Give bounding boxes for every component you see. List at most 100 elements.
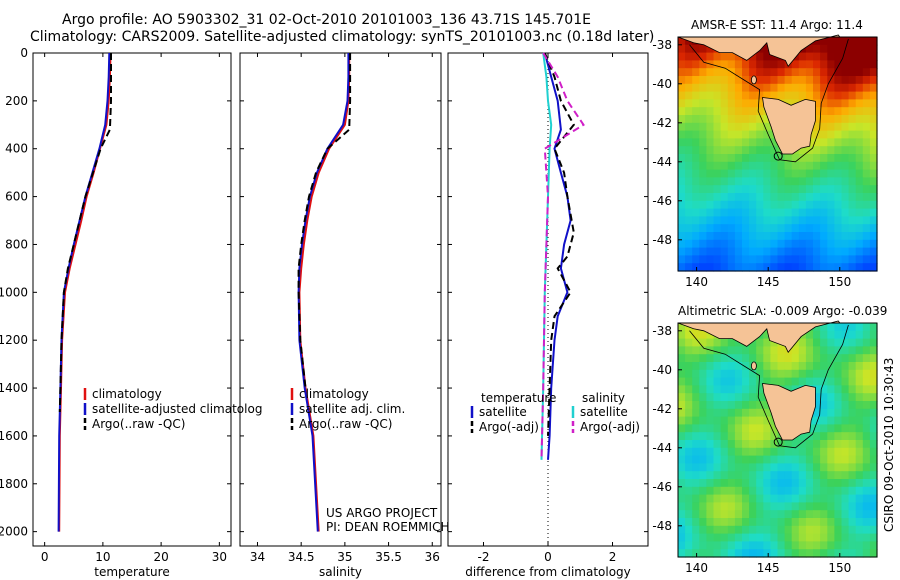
map-cell <box>848 115 857 124</box>
map-cell <box>692 338 700 347</box>
map-cell <box>692 401 700 410</box>
map-cell <box>720 185 729 194</box>
map-cell <box>855 393 864 402</box>
map-cell <box>805 525 814 535</box>
map-cell <box>813 525 821 535</box>
map-cell <box>855 146 864 155</box>
map-cell <box>720 255 729 264</box>
map-cell <box>756 263 764 272</box>
map-cell <box>706 247 715 256</box>
map-cell <box>763 510 771 519</box>
map-cell <box>727 502 736 511</box>
map-cell <box>862 338 871 347</box>
map-cell <box>805 193 814 202</box>
map-cell <box>685 255 693 264</box>
map-cell <box>791 76 800 85</box>
map-cell <box>834 193 843 202</box>
map-cell <box>713 60 722 69</box>
map-cell <box>791 463 800 472</box>
map-cell <box>706 541 715 550</box>
map-cell <box>756 107 764 116</box>
map-cell <box>706 232 715 241</box>
map-cell <box>692 107 700 116</box>
map-cell <box>727 432 736 441</box>
map-cell <box>798 338 807 347</box>
map-cell <box>841 416 850 425</box>
map-cell <box>763 502 771 511</box>
map-cell <box>692 169 700 178</box>
map-cell <box>692 330 700 340</box>
map-cell <box>706 44 715 54</box>
map-cell <box>855 549 864 558</box>
map-cell <box>798 432 807 441</box>
map-cell <box>685 393 693 402</box>
map-cell <box>734 385 743 394</box>
map-cell <box>848 479 857 488</box>
map-cell <box>777 239 786 249</box>
map-cell <box>784 193 793 202</box>
map-cell <box>869 416 878 425</box>
map-cell <box>727 224 736 233</box>
map-cell <box>763 68 771 77</box>
map-cell <box>791 91 800 100</box>
map-cell <box>685 463 693 472</box>
map-cell <box>763 424 771 433</box>
map-cell <box>813 138 821 147</box>
map-cell <box>841 208 850 217</box>
map-cell <box>727 510 736 519</box>
map-cell <box>777 502 786 511</box>
map-cell <box>742 83 750 93</box>
legend-label: satellite-adjusted climatolog <box>92 402 262 416</box>
map-cell <box>749 369 757 379</box>
map-cell <box>869 455 878 464</box>
map-cell <box>734 255 743 264</box>
map-cell <box>685 146 693 155</box>
map-cell <box>720 471 729 480</box>
map-cell <box>820 525 828 535</box>
map-cell <box>742 169 750 178</box>
map-cell <box>770 486 779 496</box>
map-cell <box>798 494 807 503</box>
map-cell <box>805 369 814 379</box>
map-cell <box>869 440 878 449</box>
map-cell <box>805 362 814 371</box>
map-cell <box>706 130 715 139</box>
map-cell <box>756 232 764 241</box>
map-cell <box>784 200 793 210</box>
map-cell <box>720 91 729 100</box>
map-cell <box>734 169 743 178</box>
map-cell <box>763 130 771 139</box>
map-cell <box>699 549 707 558</box>
map-cell <box>763 455 771 464</box>
map-cell <box>692 393 700 402</box>
map-cell <box>770 208 779 217</box>
map-cell <box>869 330 878 340</box>
map-cell <box>827 99 835 108</box>
map-cell <box>692 255 700 264</box>
depth-tick-label: 1000 <box>0 285 28 299</box>
map-cell <box>756 377 764 386</box>
map-cell <box>713 338 722 347</box>
map-cell <box>841 185 850 194</box>
map-cell <box>827 338 835 347</box>
series-line-1-2 <box>297 53 352 389</box>
map-cell <box>720 424 729 433</box>
map-cell <box>798 510 807 519</box>
plot-frame-2 <box>447 52 649 547</box>
map-cell <box>692 502 700 511</box>
map-cell <box>699 338 707 347</box>
map-cell <box>848 130 857 139</box>
map-cell <box>749 432 757 441</box>
map-cell <box>805 76 814 85</box>
map-cell <box>727 239 736 249</box>
map-cell <box>678 369 686 379</box>
map-cell <box>706 408 715 418</box>
annotation-line: US ARGO PROJECT <box>326 506 438 520</box>
map-cell <box>820 479 828 488</box>
map-cell <box>827 494 835 503</box>
map-cell <box>813 518 821 527</box>
map-cell <box>784 533 793 542</box>
map-cell <box>827 161 835 171</box>
map-cell <box>742 471 750 480</box>
x-tick-label: 0 <box>544 550 552 564</box>
